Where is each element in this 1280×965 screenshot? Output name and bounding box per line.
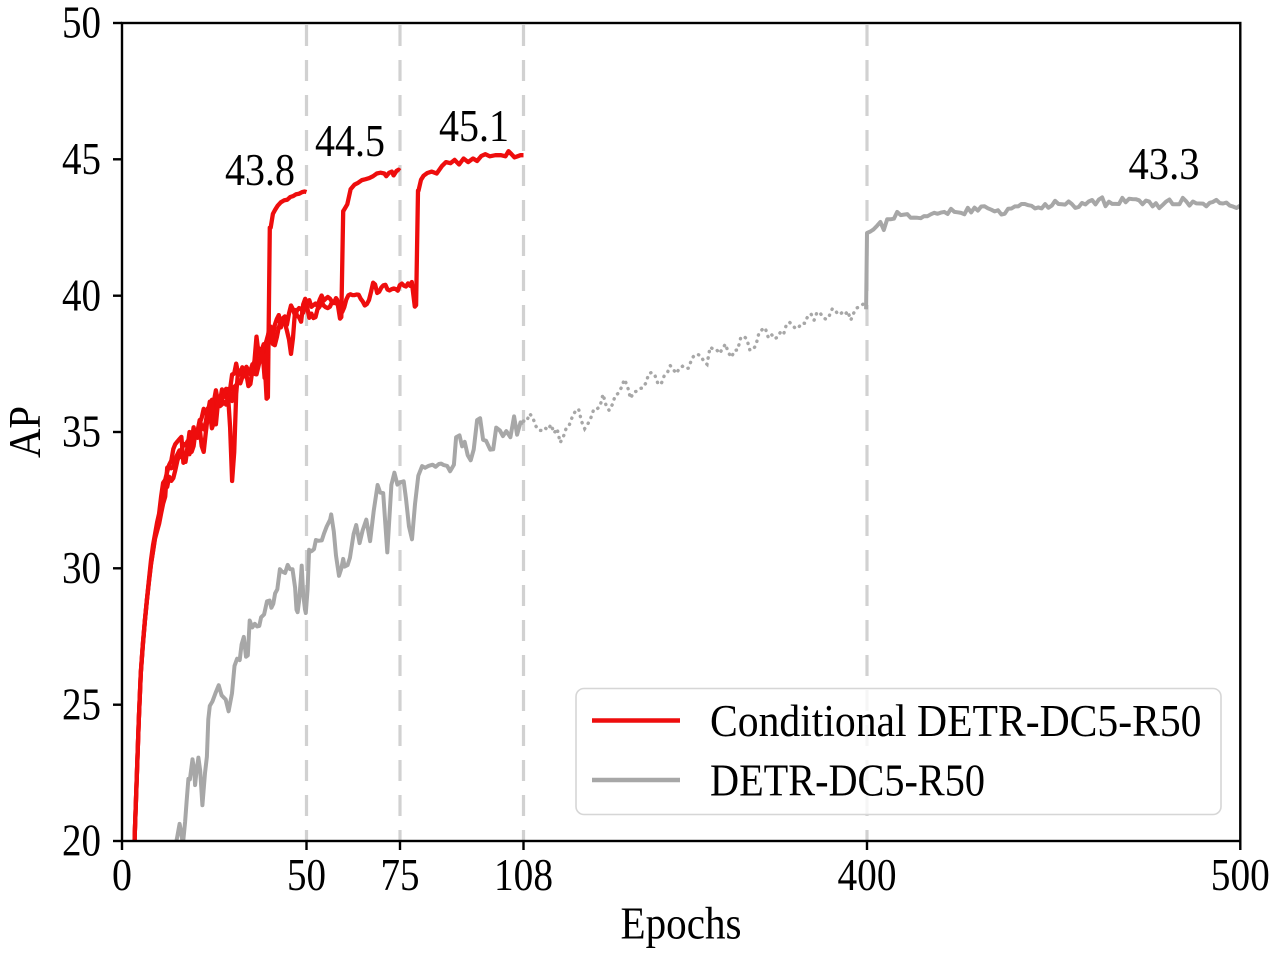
svg-text:400: 400	[838, 850, 897, 900]
svg-text:Epochs: Epochs	[621, 899, 742, 949]
svg-text:35: 35	[62, 407, 101, 457]
svg-text:40: 40	[62, 270, 101, 320]
svg-text:DETR-DC5-R50: DETR-DC5-R50	[710, 756, 985, 806]
svg-text:50: 50	[287, 850, 326, 900]
svg-text:45.1: 45.1	[439, 101, 509, 151]
svg-text:43.8: 43.8	[225, 145, 295, 195]
svg-text:20: 20	[62, 816, 101, 866]
svg-text:44.5: 44.5	[315, 116, 385, 166]
svg-text:50: 50	[62, 0, 101, 48]
svg-text:45: 45	[62, 134, 101, 184]
svg-text:25: 25	[62, 679, 101, 729]
svg-text:30: 30	[62, 543, 101, 593]
svg-text:108: 108	[494, 850, 553, 900]
svg-text:75: 75	[381, 850, 420, 900]
svg-text:0: 0	[112, 850, 132, 900]
svg-text:500: 500	[1211, 850, 1270, 900]
svg-text:43.3: 43.3	[1129, 139, 1200, 189]
svg-text:Conditional DETR-DC5-R50: Conditional DETR-DC5-R50	[710, 696, 1202, 746]
svg-text:AP: AP	[0, 406, 50, 458]
